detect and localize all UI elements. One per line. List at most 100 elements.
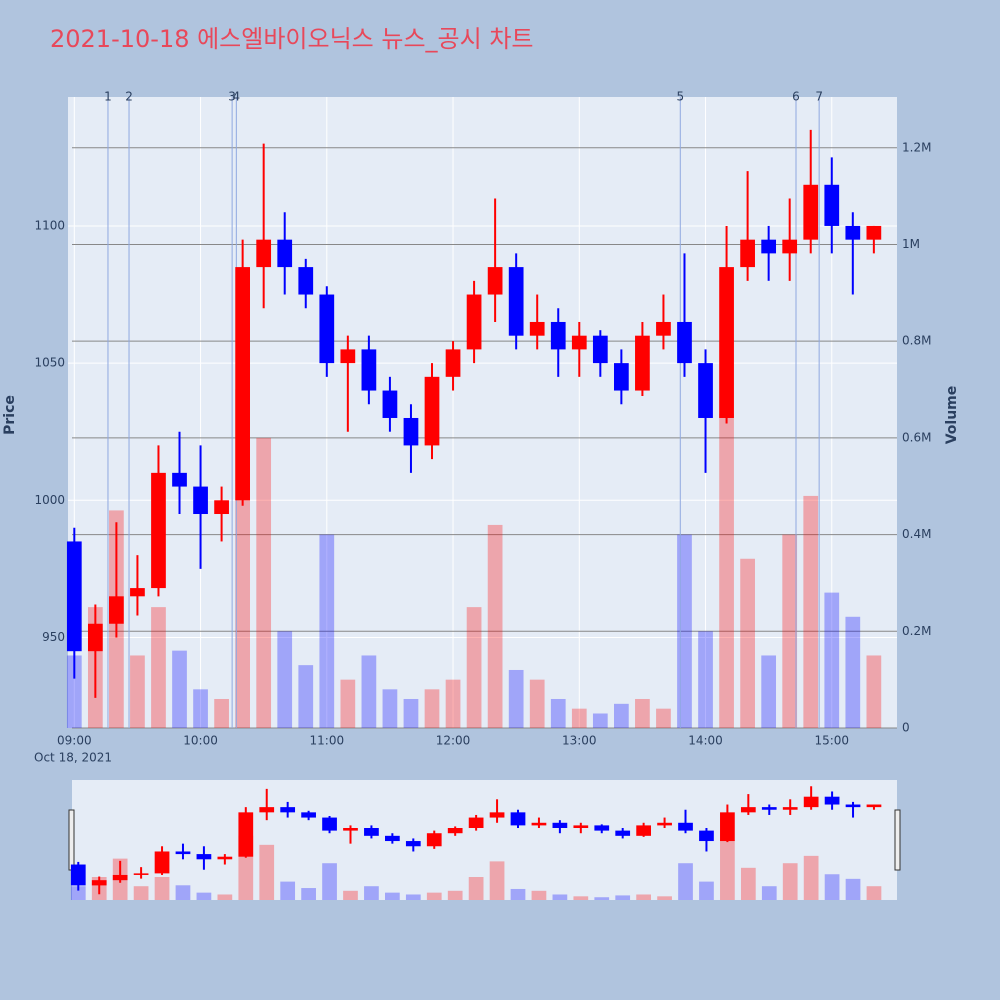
volume-bar bbox=[614, 703, 629, 728]
x-tick-label: 10:00 bbox=[183, 734, 218, 748]
mini-volume-bar bbox=[405, 894, 421, 900]
volume-bar bbox=[466, 607, 482, 728]
candle-body bbox=[678, 822, 693, 831]
volume-bar bbox=[445, 679, 461, 728]
candle-body bbox=[636, 825, 652, 836]
volume-bar bbox=[782, 534, 798, 728]
candle-body bbox=[343, 828, 358, 831]
x-tick-label: 12:00 bbox=[436, 734, 471, 748]
y2-tick-label: 0 bbox=[902, 721, 910, 735]
candle-body bbox=[466, 294, 482, 350]
mini-volume-bar bbox=[573, 896, 589, 900]
candle-body bbox=[573, 825, 589, 828]
candle-body bbox=[614, 363, 629, 391]
volume-bar bbox=[172, 650, 187, 728]
volume-bar bbox=[214, 698, 229, 728]
candle-body bbox=[571, 335, 587, 350]
candle-body bbox=[719, 267, 734, 418]
y2-axis-title: Volume bbox=[944, 386, 960, 445]
volume-bar bbox=[845, 616, 861, 728]
candle-body bbox=[340, 349, 356, 364]
candle-body bbox=[782, 807, 798, 810]
candle-body bbox=[426, 833, 442, 847]
mini-volume-bar bbox=[824, 874, 840, 900]
candle-body bbox=[468, 817, 484, 828]
candle-body bbox=[740, 807, 756, 813]
volume-bar bbox=[592, 713, 608, 728]
volume-bar bbox=[740, 558, 755, 728]
candle-body bbox=[635, 335, 650, 391]
y2-tick-label: 0.4M bbox=[902, 527, 931, 541]
volume-bar bbox=[571, 708, 587, 728]
candle-body bbox=[382, 390, 398, 418]
volume-bar bbox=[550, 698, 566, 728]
candle-body bbox=[112, 874, 128, 881]
candle-body bbox=[214, 500, 229, 515]
candle-body bbox=[109, 596, 124, 624]
candle-body bbox=[154, 851, 170, 874]
candle-body bbox=[385, 835, 400, 842]
candle-body bbox=[510, 812, 526, 826]
volume-bar bbox=[677, 534, 692, 728]
volume-bar bbox=[424, 689, 440, 728]
candle-body bbox=[529, 321, 545, 336]
candle-body bbox=[824, 184, 840, 226]
mini-volume-bar bbox=[259, 844, 275, 900]
volume-bar bbox=[635, 698, 650, 728]
mini-volume-bar bbox=[782, 863, 798, 900]
candle-body bbox=[845, 804, 861, 808]
candle-body bbox=[280, 807, 296, 813]
y-axis-title: Price bbox=[2, 395, 18, 435]
candle-body bbox=[87, 623, 103, 652]
volume-bar bbox=[403, 698, 419, 728]
volume-bar bbox=[382, 689, 398, 728]
candle-body bbox=[217, 856, 233, 860]
mini-volume-bar bbox=[468, 877, 484, 900]
mini-volume-bar bbox=[196, 892, 212, 900]
candle-body bbox=[699, 830, 714, 842]
mini-volume-bar bbox=[364, 886, 379, 900]
x-date-label: Oct 18, 2021 bbox=[34, 751, 112, 765]
mini-volume-bar bbox=[426, 892, 442, 900]
y-tick-label: 950 bbox=[42, 630, 65, 644]
candle-body bbox=[70, 864, 86, 886]
candle-body bbox=[761, 239, 777, 254]
mini-volume-bar bbox=[803, 855, 819, 900]
slider-handle[interactable] bbox=[894, 809, 901, 871]
y2-tick-label: 0.2M bbox=[902, 624, 931, 638]
volume-bar bbox=[277, 631, 293, 728]
candle-body bbox=[531, 822, 547, 826]
candle-body bbox=[866, 225, 882, 240]
candle-body bbox=[592, 335, 608, 364]
x-tick-label: 11:00 bbox=[310, 734, 345, 748]
candle-body bbox=[761, 807, 777, 810]
volume-bar bbox=[866, 655, 882, 728]
mini-volume-bar bbox=[447, 890, 463, 900]
mini-volume-bar bbox=[343, 890, 358, 900]
volume-bar bbox=[529, 679, 545, 728]
candle-body bbox=[403, 417, 419, 446]
range-slider[interactable] bbox=[72, 780, 897, 900]
volume-bar bbox=[508, 669, 524, 728]
volume-bar bbox=[193, 689, 208, 728]
x-tick-label: 14:00 bbox=[688, 734, 723, 748]
candle-body bbox=[133, 873, 149, 875]
mini-volume-bar bbox=[761, 886, 777, 900]
y2-tick-label: 0.8M bbox=[902, 334, 931, 348]
news-label: 2 bbox=[125, 90, 133, 104]
news-label: 3 bbox=[228, 90, 236, 104]
candle-body bbox=[866, 804, 882, 808]
volume-bar bbox=[298, 665, 314, 728]
candle-body bbox=[594, 825, 610, 831]
mini-volume-bar bbox=[594, 897, 610, 900]
mini-volume-bar bbox=[301, 888, 316, 900]
slider-handle[interactable] bbox=[68, 809, 75, 871]
candle-body bbox=[803, 796, 819, 808]
volume-bar bbox=[130, 655, 145, 728]
volume-bar bbox=[719, 413, 734, 728]
y-tick-label: 1050 bbox=[34, 356, 65, 370]
candle-body bbox=[256, 239, 272, 268]
candle-body bbox=[322, 817, 337, 831]
candle-body bbox=[364, 828, 379, 836]
